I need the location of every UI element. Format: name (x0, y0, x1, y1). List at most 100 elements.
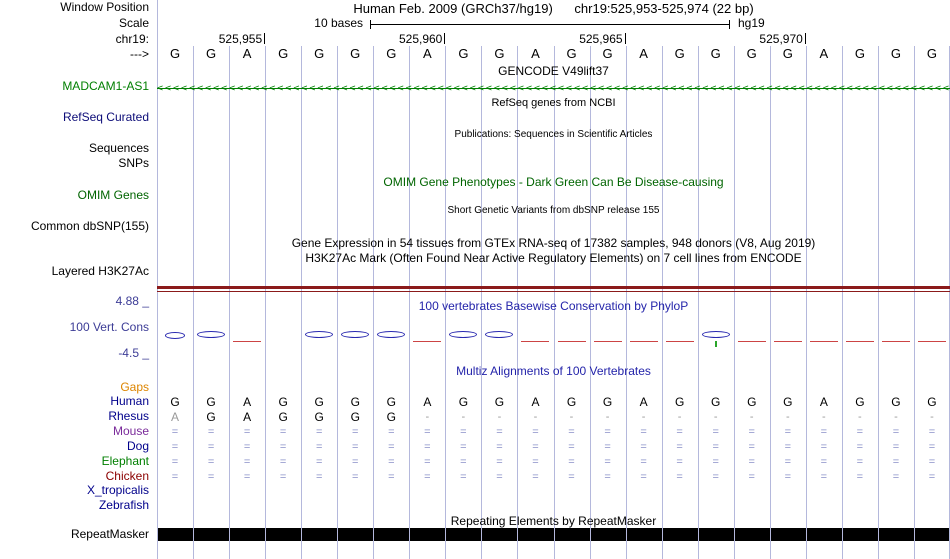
conservation-negative (773, 341, 802, 342)
alignment-cell: = (424, 471, 431, 483)
alignment-cell: - (677, 411, 682, 423)
label-sequences[interactable]: Sequences (88, 141, 149, 155)
grid-line (337, 46, 339, 559)
alignment-cell: = (388, 441, 395, 453)
alignment-cell: G (206, 395, 216, 409)
alignment-cell: = (892, 426, 900, 438)
alignment-cell: = (243, 456, 251, 468)
grid-line (301, 46, 303, 559)
alignment-row-mouse: = = = = = = = = = = = = = = = = = = = = = = (157, 425, 950, 439)
alignment-cell: = (424, 441, 431, 453)
alignment-cell: = (820, 471, 828, 483)
alignment-cell: = (171, 441, 179, 453)
alignment-cell: = (279, 471, 287, 483)
base-letter: A (242, 46, 252, 61)
alignment-cell: = (424, 456, 431, 468)
alignment-cell: = (171, 426, 179, 438)
alignment-cell: = (207, 441, 215, 453)
label-human[interactable]: Human (110, 394, 149, 408)
base-letter: G (386, 46, 397, 61)
ruler-tick-mark (444, 33, 446, 44)
alignment-cell: = (568, 426, 575, 438)
label-gaps[interactable]: Gaps (120, 380, 149, 394)
label-common-dbsnp-155[interactable]: Common dbSNP(155) (30, 219, 149, 233)
conservation-peak (701, 331, 730, 338)
alignment-cell: G (927, 395, 937, 409)
gene-strand-arrows[interactable]: <<<<<<<<<<<<<<<<<<<<<<<<<<<<<<<<<<<<<<<<… (157, 83, 950, 94)
conservation-peak (449, 331, 478, 338)
label-100-vert-cons[interactable]: 100 Vert. Cons (69, 320, 149, 334)
ruler-tick-mark (264, 33, 266, 44)
alignment-cell: = (748, 456, 755, 468)
base-letter: G (350, 46, 361, 61)
label-rhesus[interactable]: Rhesus (108, 409, 149, 423)
tracks-plot-area[interactable]: Human Feb. 2009 (GRCh37/hg19) chr19:525,… (157, 0, 950, 559)
label-omim-genes[interactable]: OMIM Genes (77, 188, 149, 202)
alignment-cell: G (674, 395, 685, 409)
alignment-cell: = (532, 441, 539, 453)
conservation-peak (377, 331, 406, 338)
base-letter: A (819, 46, 829, 61)
ruler-tick-label: 525,960 (398, 32, 443, 46)
label-chicken[interactable]: Chicken (105, 469, 149, 483)
alignment-cell: = (748, 426, 755, 438)
alignment-cell: G (855, 395, 865, 409)
alignment-cell: = (352, 456, 359, 468)
alignment-cell: G (458, 395, 469, 409)
label-madcam1-as1[interactable]: MADCAM1-AS1 (62, 79, 149, 93)
grid-line (805, 46, 807, 559)
alignment-cell: G (386, 410, 396, 424)
title-gencode-v49lift37: GENCODE V49lift37 (498, 64, 609, 78)
grid-line (193, 46, 195, 559)
alignment-cell: G (494, 395, 505, 409)
label-zebrafish[interactable]: Zebrafish (98, 498, 149, 512)
base-letter: G (169, 46, 181, 61)
alignment-cell: - (533, 411, 538, 423)
alignment-cell: = (640, 471, 647, 483)
alignment-cell: = (352, 426, 359, 438)
label-elephant[interactable]: Elephant (101, 454, 149, 468)
conservation-negative (593, 341, 622, 342)
label-mouse[interactable]: Mouse (112, 424, 149, 438)
label-strand-direction: ---> (130, 47, 149, 61)
grid-line (409, 46, 411, 559)
alignment-cell: = (460, 471, 467, 483)
label-snps[interactable]: SNPs (118, 156, 149, 170)
conservation-peak (197, 331, 226, 338)
alignment-cell: = (496, 456, 503, 468)
base-letter: G (314, 46, 325, 61)
label-layered-h3k27ac[interactable]: Layered H3K27Ac (51, 264, 149, 278)
alignment-cell: A (243, 410, 252, 424)
label-x-tropicalis[interactable]: X_tropicalis (86, 483, 149, 497)
conservation-peak (305, 331, 334, 338)
label-dog[interactable]: Dog (126, 439, 149, 453)
base-letter: G (746, 46, 757, 61)
alignment-cell: = (279, 441, 287, 453)
alignment-cell: = (640, 441, 647, 453)
base-letter: A (639, 46, 648, 61)
alignment-cell: = (568, 471, 575, 483)
alignment-cell: = (388, 456, 395, 468)
alignment-row-chicken: = = = = = = = = = = = = = = = = = = = = = = (157, 470, 950, 484)
alignment-cell: = (892, 471, 900, 483)
alignment-cell: = (712, 441, 719, 453)
conservation-negative (881, 341, 910, 342)
conservation-negative (737, 341, 766, 342)
alignment-cell: - (461, 411, 466, 423)
alignment-cell: = (604, 471, 611, 483)
scale-label: 10 bases (314, 16, 363, 30)
alignment-cell: = (676, 471, 683, 483)
ruler-tick-label: 525,970 (759, 32, 803, 46)
alignment-cell: = (856, 471, 864, 483)
conservation-negative (521, 341, 550, 342)
alignment-cell: = (460, 426, 467, 438)
label-repeatmasker[interactable]: RepeatMasker (70, 527, 149, 541)
grid-line (841, 46, 843, 559)
alignment-cell: = (712, 426, 719, 438)
label-refseq-curated[interactable]: RefSeq Curated (62, 110, 149, 124)
base-letter: G (926, 46, 938, 61)
alignment-cell: = (460, 456, 467, 468)
alignment-cell: = (207, 456, 215, 468)
alignment-cell: = (712, 471, 719, 483)
label-4-5: -4.5 _ (118, 346, 149, 360)
